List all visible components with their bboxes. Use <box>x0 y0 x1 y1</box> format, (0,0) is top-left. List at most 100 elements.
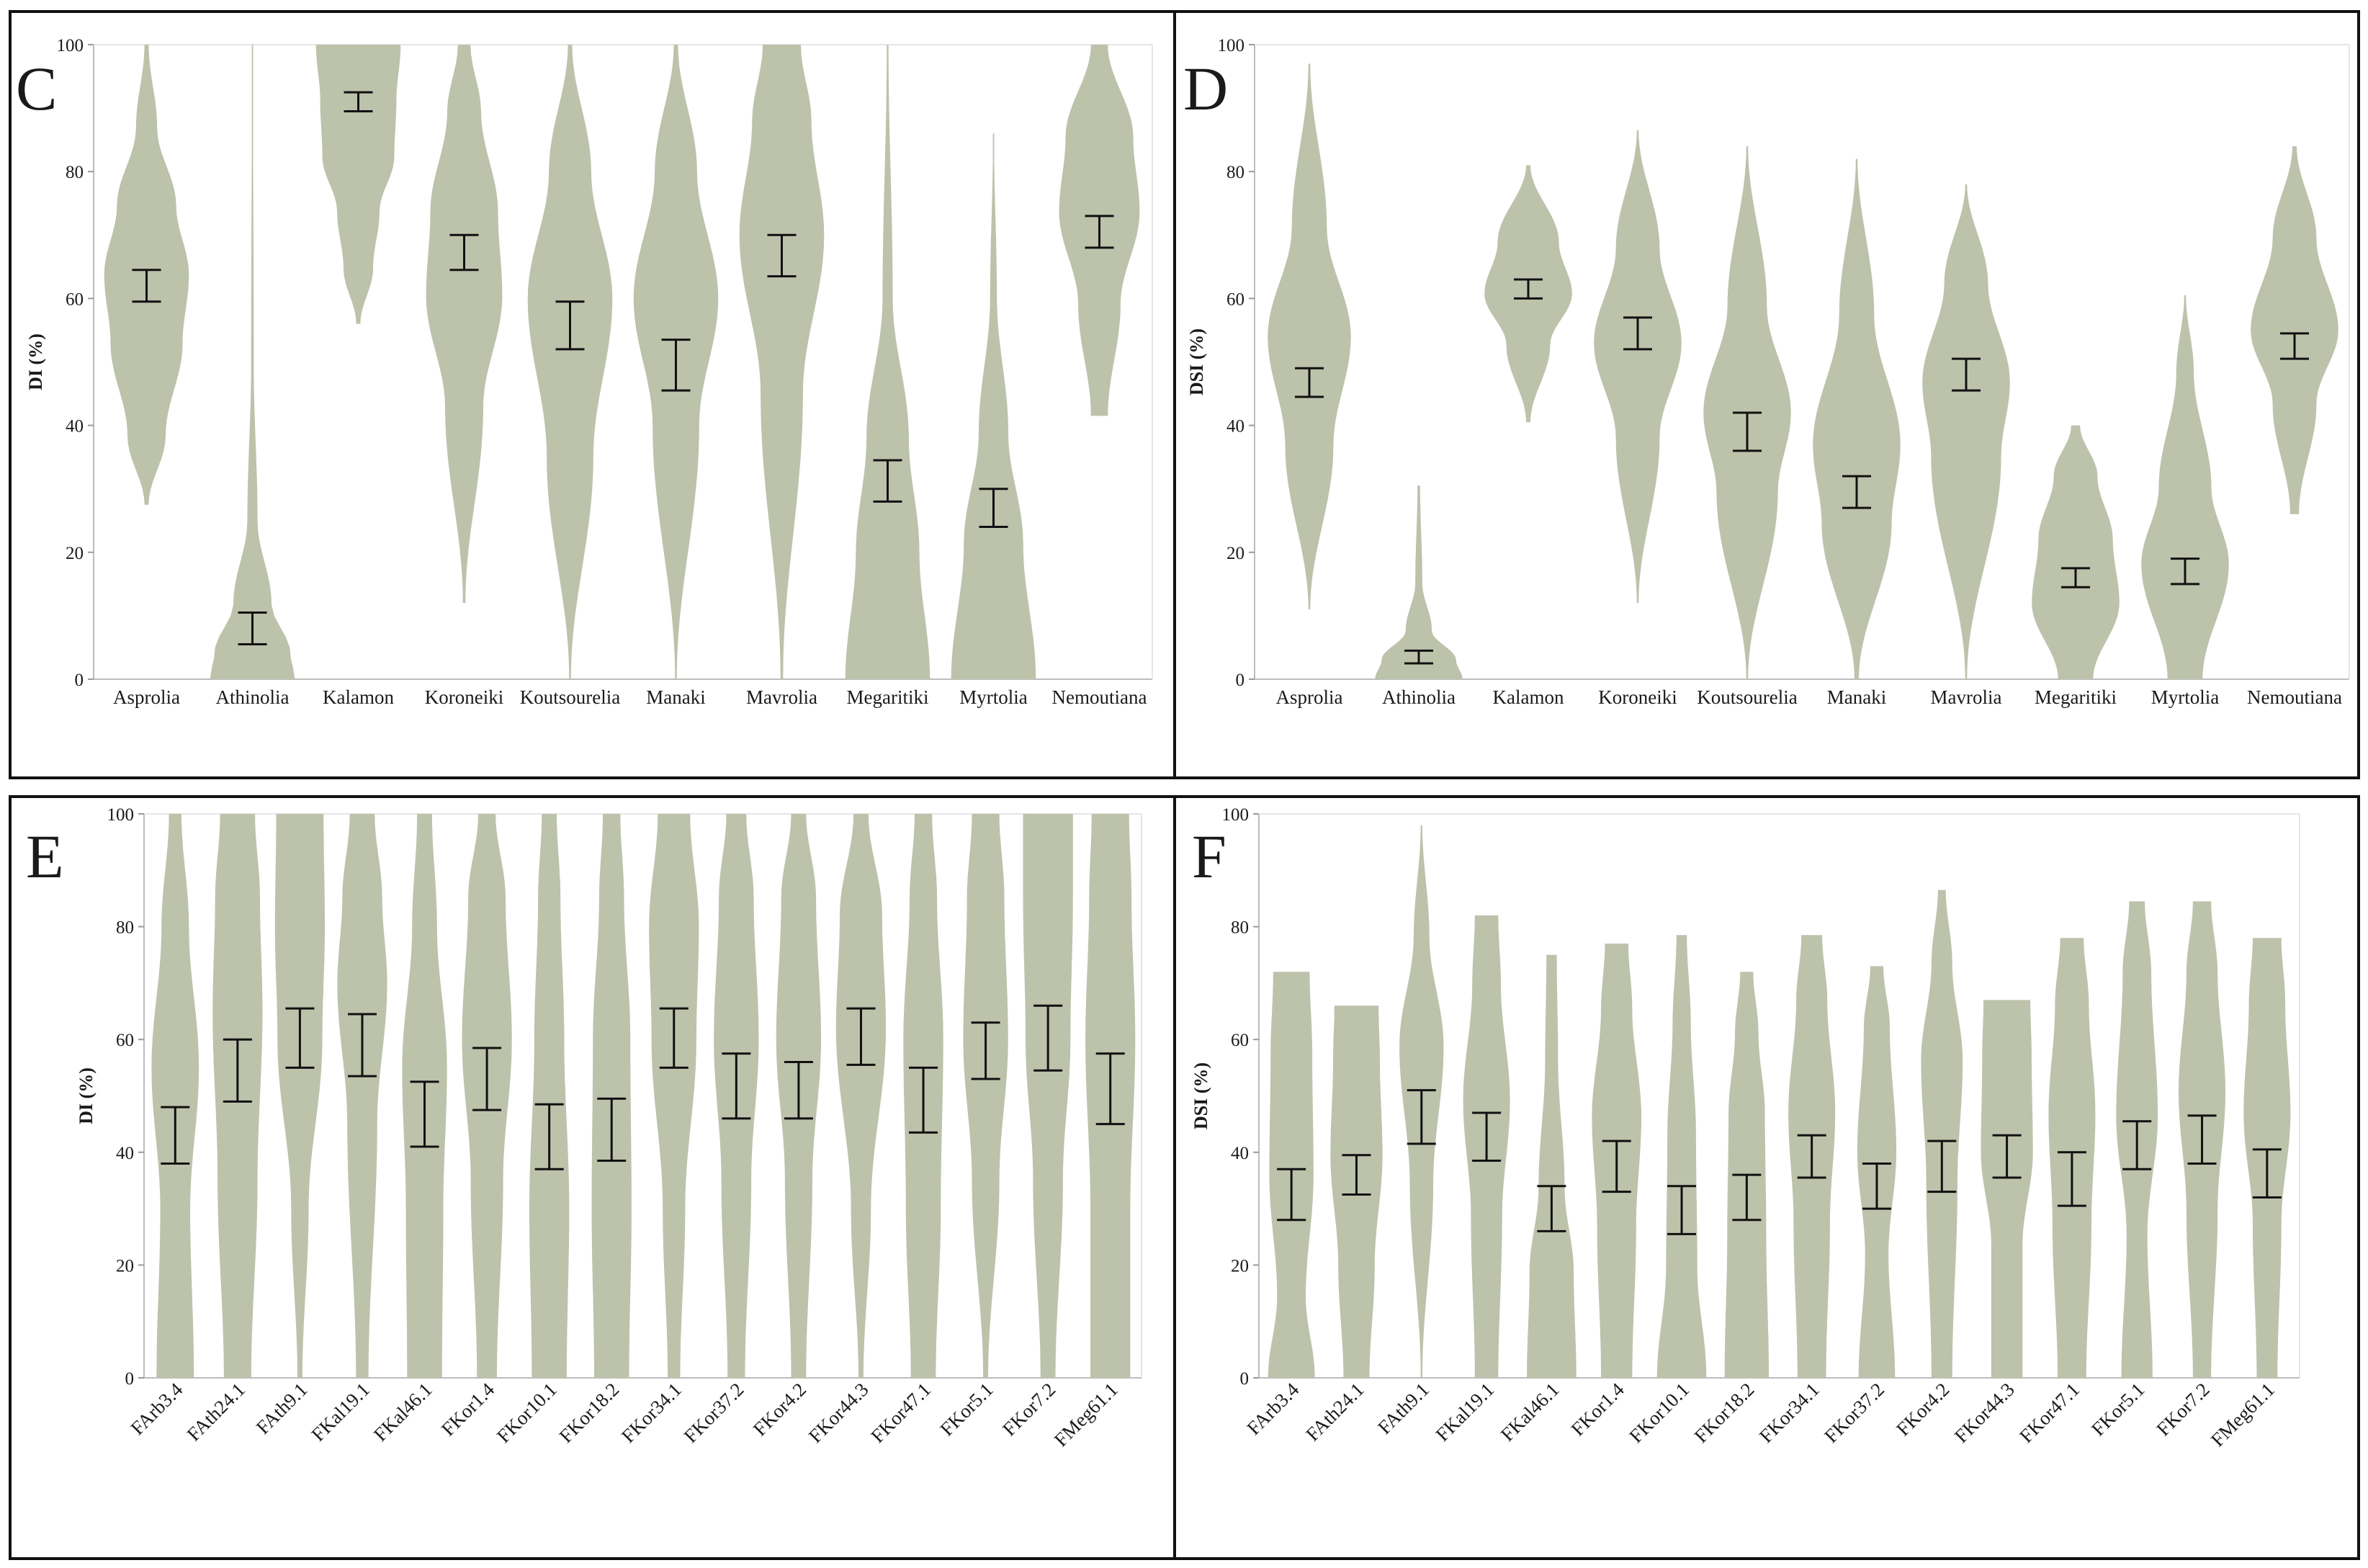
violin <box>649 814 699 1378</box>
violin <box>2141 295 2229 679</box>
y-tick-label: 100 <box>1222 805 1250 825</box>
y-tick-label: 100 <box>107 805 135 825</box>
x-tick-label: Manaki <box>646 686 705 708</box>
panel-c: C 0 20 40 60 80 100 DI (%) Asprolia Athinolia Kala… <box>16 36 1153 708</box>
x-tick-label: FKal19.1 <box>1432 1379 1499 1446</box>
x-tick-label: Asprolia <box>1276 686 1343 708</box>
violin <box>426 45 503 604</box>
violin <box>591 814 632 1378</box>
x-tick-label: Megaritiki <box>847 686 929 708</box>
x-tick-label: FKor18.2 <box>555 1379 624 1447</box>
x-tick-label: Koutsourelia <box>520 686 620 708</box>
violin <box>845 45 930 679</box>
violin <box>739 45 825 679</box>
x-tick-label: FKor4.2 <box>1892 1379 1953 1440</box>
violin <box>1023 814 1073 1378</box>
x-tick-label: Mavrolia <box>746 686 817 708</box>
x-tick-label: FKor5.1 <box>2087 1379 2148 1440</box>
x-tick-label: FMeg61.1 <box>2207 1379 2279 1451</box>
y-tick-label: 60 <box>1226 290 1244 309</box>
x-tick-label: FKor47.1 <box>2015 1379 2084 1447</box>
y-tick-label: 0 <box>1236 671 1245 690</box>
x-tick-label: Kalamon <box>323 686 394 708</box>
y-tick-label: 60 <box>1231 1031 1249 1050</box>
violin <box>2032 425 2120 679</box>
x-tick-label: Mavrolia <box>1931 686 2002 708</box>
x-tick-label: FKor4.2 <box>749 1379 810 1440</box>
y-tick-label: 80 <box>1226 163 1244 182</box>
x-tick-label: Myrtolia <box>2151 686 2220 708</box>
x-tick-label: FKor10.1 <box>493 1379 561 1447</box>
x-tick-label: FKor1.4 <box>437 1379 499 1441</box>
violin <box>527 45 613 679</box>
y-tick-label: 60 <box>116 1031 134 1050</box>
y-tick-label: 20 <box>1226 544 1244 563</box>
y-tick-label: 40 <box>66 417 84 436</box>
y-tick-label: 100 <box>1218 36 1245 55</box>
x-tick-label: FKor34.1 <box>617 1379 686 1447</box>
panel-letter: E <box>26 822 64 891</box>
violin <box>1921 890 1963 1378</box>
x-tick-label: Nemoutiana <box>2247 686 2342 708</box>
violin <box>337 814 387 1378</box>
x-tick-label: Koroneiki <box>425 686 503 708</box>
x-tick-label: FKor44.3 <box>804 1379 873 1447</box>
panel-frame-d <box>1173 10 2360 779</box>
y-tick-label: 0 <box>125 1369 135 1389</box>
x-tick-label: FKor47.1 <box>866 1379 935 1447</box>
x-tick-label: Kalamon <box>1493 686 1564 708</box>
violin <box>2251 146 2338 514</box>
y-tick-label: 20 <box>1231 1256 1249 1276</box>
x-tick-label: FKor44.3 <box>1950 1379 2019 1447</box>
y-tick-label: 20 <box>66 544 84 563</box>
x-tick-label: FArb3.4 <box>1242 1379 1303 1439</box>
y-axis-label: DSI (%) <box>1186 328 1207 395</box>
violin <box>1981 1000 2033 1378</box>
violin <box>951 133 1036 680</box>
violin <box>1922 184 2010 680</box>
violin <box>835 814 887 1378</box>
x-tick-label: FKal46.1 <box>369 1379 436 1446</box>
y-axis-label: DI (%) <box>25 333 46 390</box>
x-tick-label: FArb3.4 <box>127 1379 187 1439</box>
x-tick-label: FKor10.1 <box>1625 1379 1693 1447</box>
y-tick-label: 40 <box>1231 1144 1249 1163</box>
panel-letter: D <box>1183 54 1228 123</box>
panel-letter: C <box>16 54 57 123</box>
y-tick-label: 80 <box>1231 918 1249 938</box>
x-tick-label: Athinolia <box>216 686 290 708</box>
y-tick-label: 100 <box>57 36 84 55</box>
panel-letter: F <box>1192 822 1226 891</box>
panel-frames <box>9 10 2360 1560</box>
y-tick-label: 80 <box>116 918 134 938</box>
violin <box>1527 954 1577 1378</box>
x-tick-label: FKor34.1 <box>1755 1379 1824 1447</box>
y-tick-label: 40 <box>116 1144 134 1163</box>
x-tick-label: FKor7.2 <box>998 1379 1059 1440</box>
x-tick-label: Myrtolia <box>959 686 1028 708</box>
violin <box>274 814 325 1378</box>
x-tick-label: Koutsourelia <box>1697 686 1797 708</box>
x-tick-label: Manaki <box>1827 686 1886 708</box>
violin <box>1268 63 1351 610</box>
violin <box>210 45 295 679</box>
violin <box>1594 130 1682 604</box>
x-tick-label: Nemoutiana <box>1052 686 1147 708</box>
violin <box>529 814 570 1378</box>
x-tick-label: FAth24.1 <box>183 1379 249 1445</box>
x-tick-label: FMeg61.1 <box>1050 1379 1122 1451</box>
x-tick-label: FKor1.4 <box>1567 1379 1629 1441</box>
x-tick-label: Asprolia <box>113 686 180 708</box>
y-tick-label: 0 <box>1240 1369 1250 1389</box>
violin <box>1656 935 1707 1378</box>
x-tick-label: FKor37.2 <box>1820 1379 1888 1447</box>
violin <box>1375 485 1463 679</box>
x-tick-label: FKor18.2 <box>1690 1379 1759 1447</box>
x-tick-label: FKor37.2 <box>680 1379 748 1447</box>
x-tick-label: FAth9.1 <box>1373 1379 1433 1438</box>
y-tick-label: 60 <box>66 290 84 309</box>
y-axis-label: DI (%) <box>76 1067 97 1124</box>
